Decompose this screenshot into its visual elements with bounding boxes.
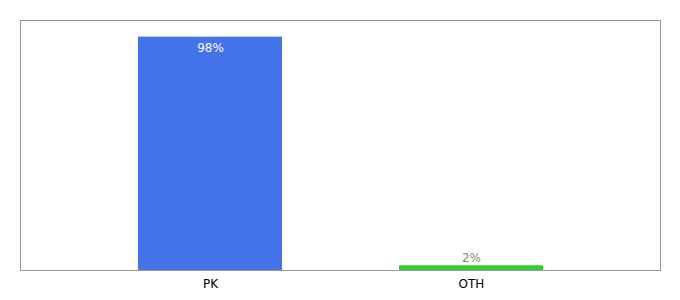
svg-text:98%: 98% — [197, 41, 224, 55]
svg-text:OTH: OTH — [459, 277, 485, 291]
svg-text:2%: 2% — [462, 251, 481, 265]
svg-text:PK: PK — [203, 277, 219, 291]
